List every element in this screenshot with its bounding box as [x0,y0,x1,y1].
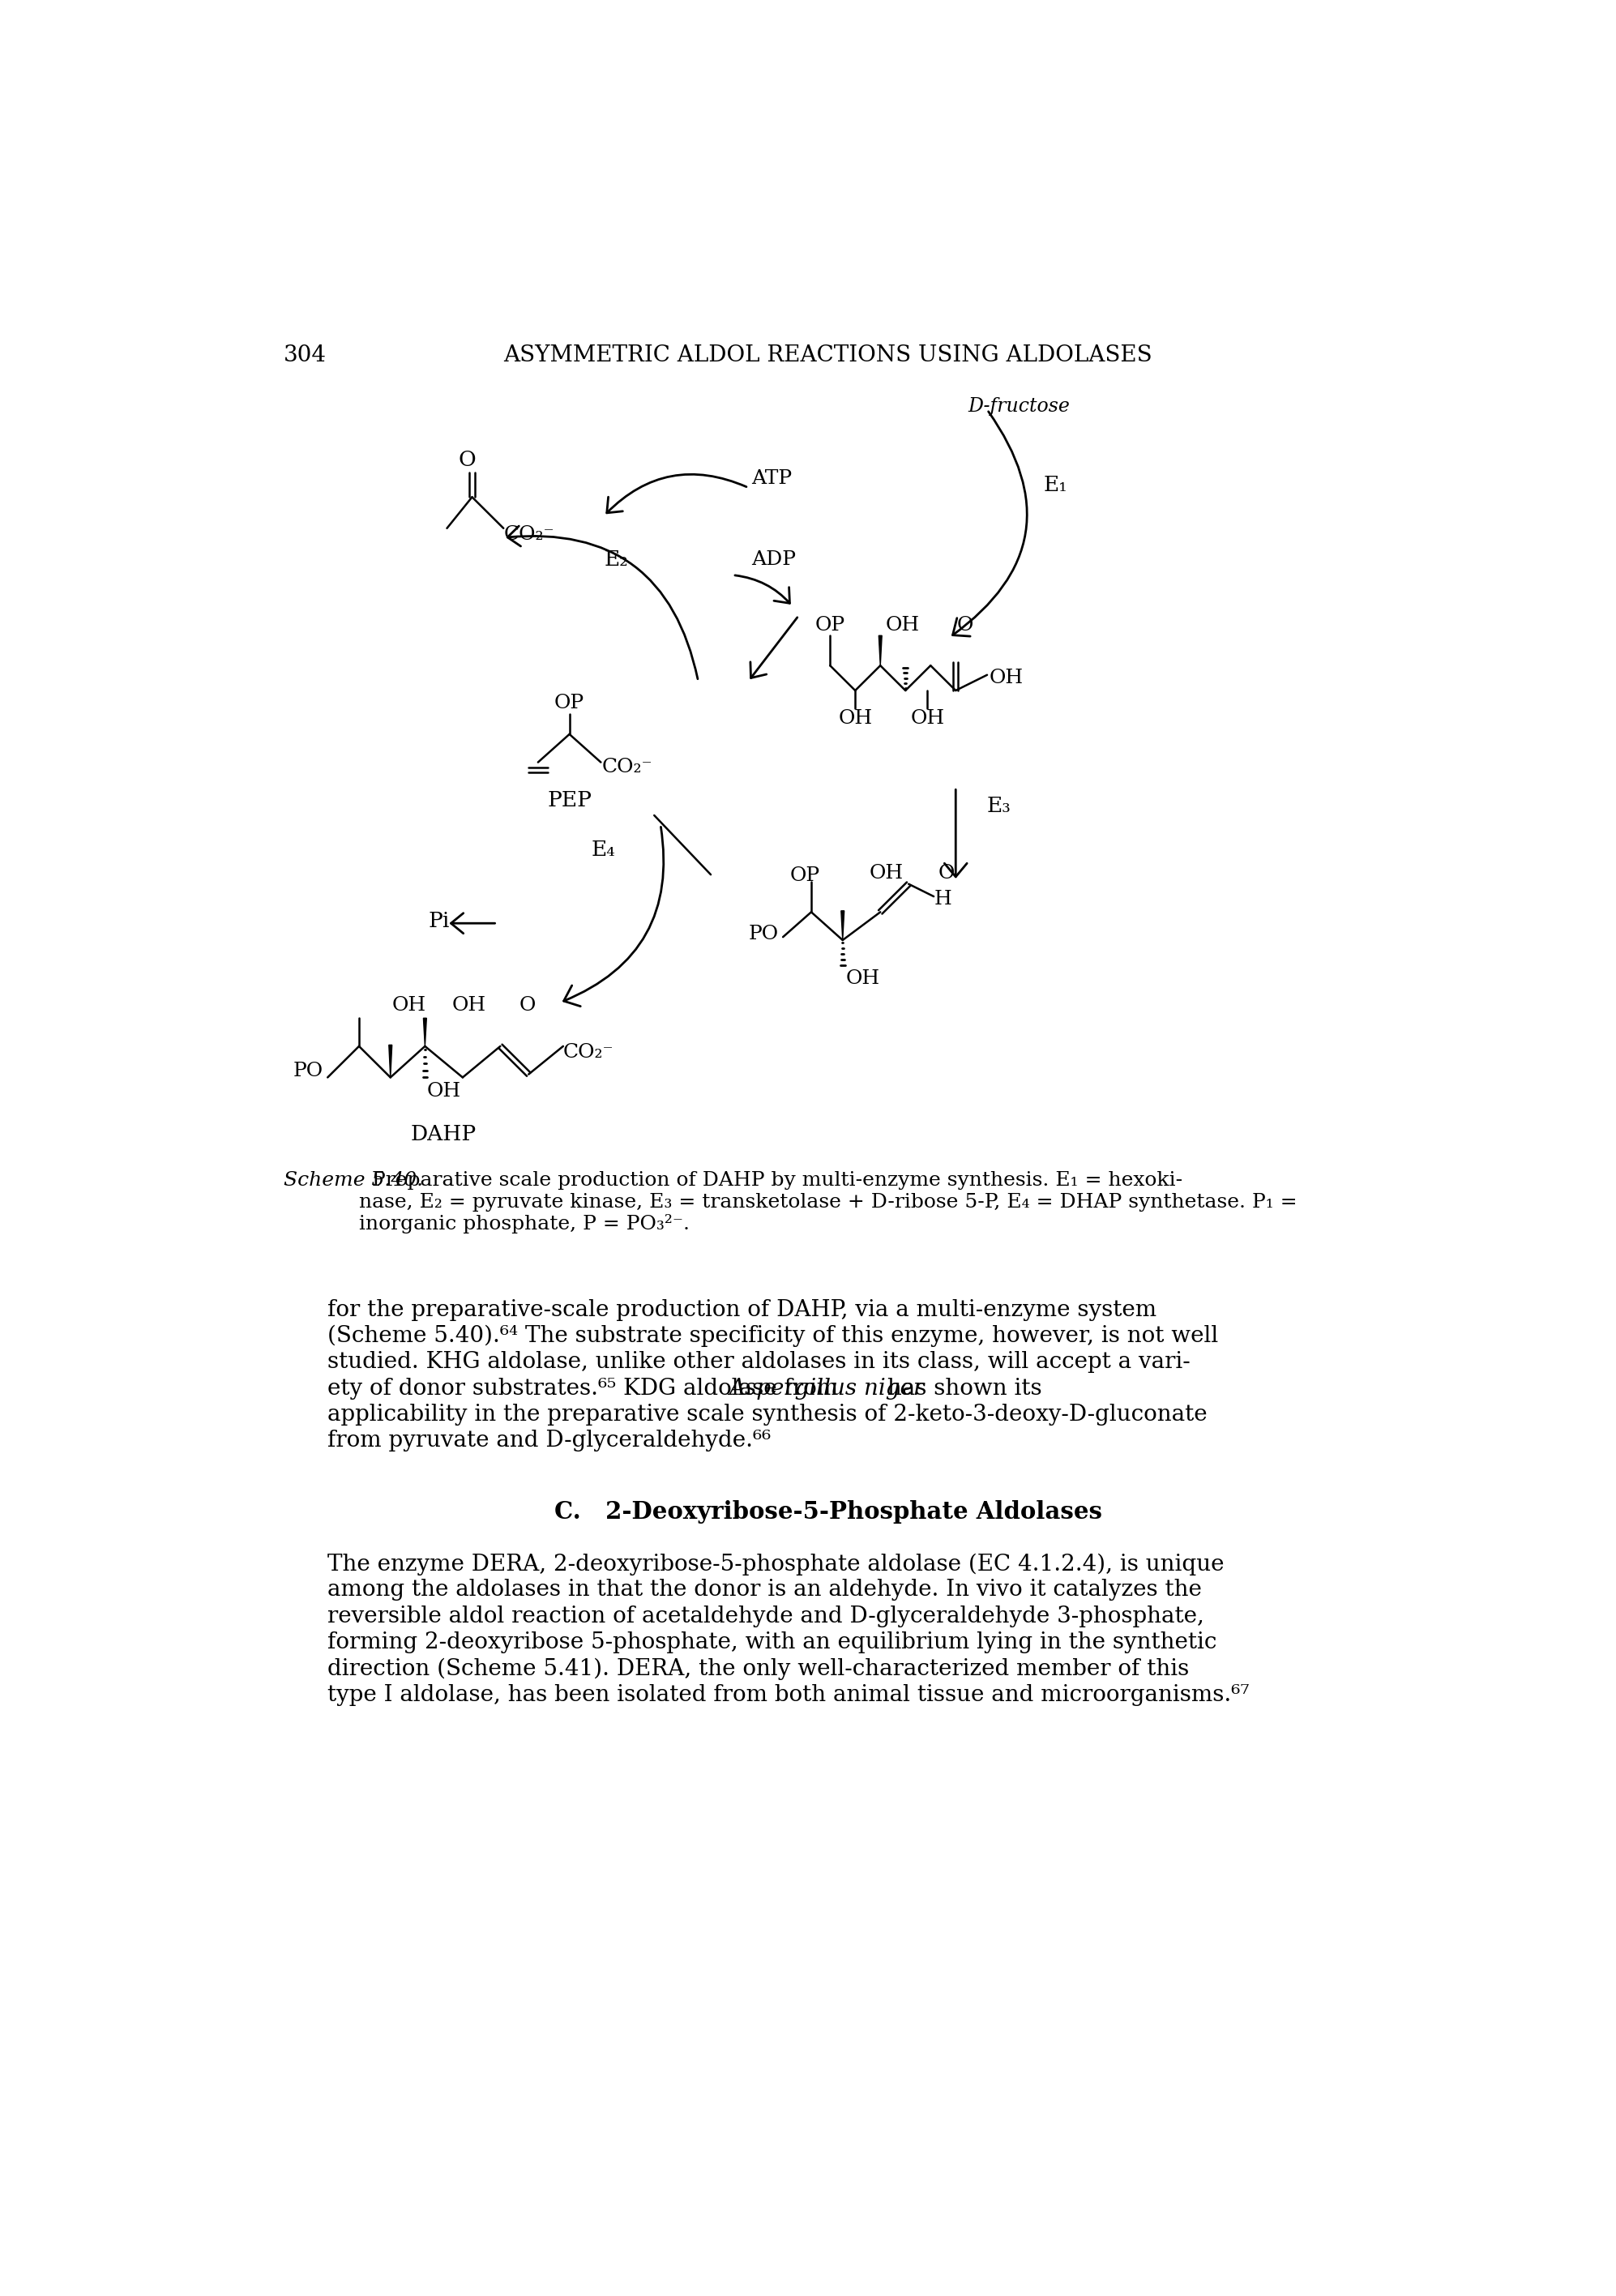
Text: OP: OP [814,615,845,634]
Text: OP: OP [790,866,819,886]
Text: OH: OH [886,615,920,634]
Text: PO: PO [748,925,779,944]
Text: E₁: E₁ [1044,475,1068,496]
Text: O: O [519,996,535,1015]
Text: PEP: PEP [548,790,591,810]
Text: studied. KHG aldolase, unlike other aldolases in its class, will accept a vari-: studied. KHG aldolase, unlike other aldo… [328,1352,1191,1373]
Text: CO₂⁻: CO₂⁻ [504,526,554,544]
Text: E₄: E₄ [591,840,616,859]
Polygon shape [389,1045,393,1077]
Text: E₃: E₃ [987,797,1012,815]
Text: O: O [937,863,955,882]
Text: ety of donor substrates.⁶⁵ KDG aldolase from: ety of donor substrates.⁶⁵ KDG aldolase … [328,1378,845,1401]
Text: from pyruvate and D-glyceraldehyde.⁶⁶: from pyruvate and D-glyceraldehyde.⁶⁶ [328,1430,771,1451]
Text: OH: OH [910,709,944,728]
Text: O: O [459,450,475,471]
Text: type I aldolase, has been isolated from both animal tissue and microorganisms.⁶⁷: type I aldolase, has been isolated from … [328,1683,1249,1706]
Text: OH: OH [839,709,873,728]
Text: Pi: Pi [428,912,449,932]
Text: CO₂⁻: CO₂⁻ [562,1042,614,1061]
Text: CO₂⁻: CO₂⁻ [603,758,653,776]
Text: OH: OH [452,996,486,1015]
Text: The enzyme DERA, 2-deoxyribose-5-phosphate aldolase (EC 4.1.2.4), is unique: The enzyme DERA, 2-deoxyribose-5-phospha… [328,1552,1225,1575]
Text: reversible aldol reaction of acetaldehyde and D-glyceraldehyde 3-phosphate,: reversible aldol reaction of acetaldehyd… [328,1605,1204,1628]
Text: for the preparative-scale production of DAHP, via a multi-enzyme system: for the preparative-scale production of … [328,1300,1157,1320]
Text: DAHP: DAHP [410,1125,477,1143]
Text: 304: 304 [284,344,326,365]
Polygon shape [840,912,844,939]
Text: H: H [934,891,952,909]
Text: O: O [957,615,973,634]
Text: OH: OH [845,969,881,987]
Text: (Scheme 5.40).⁶⁴ The substrate specificity of this enzyme, however, is not well: (Scheme 5.40).⁶⁴ The substrate specifici… [328,1325,1218,1348]
Text: Scheme 5.40.: Scheme 5.40. [284,1171,423,1189]
Text: E₂: E₂ [604,549,629,569]
Text: PO: PO [292,1061,323,1081]
Text: direction (Scheme 5.41). DERA, the only well-characterized member of this: direction (Scheme 5.41). DERA, the only … [328,1658,1189,1681]
Text: OH: OH [989,668,1023,687]
Text: Aspergillus niger: Aspergillus niger [729,1378,924,1401]
Text: forming 2-deoxyribose 5-phosphate, with an equilibrium lying in the synthetic: forming 2-deoxyribose 5-phosphate, with … [328,1632,1217,1653]
Text: has shown its: has shown its [881,1378,1042,1401]
Text: OH: OH [393,996,427,1015]
Text: among the aldolases in that the donor is an aldehyde. In vivo it catalyzes the: among the aldolases in that the donor is… [328,1580,1202,1600]
Text: ATP: ATP [751,468,792,487]
Text: OH: OH [427,1081,461,1100]
Text: D-fructose: D-fructose [968,397,1070,416]
Text: applicability in the preparative scale synthesis of 2-keto-3-deoxy-D-gluconate: applicability in the preparative scale s… [328,1403,1207,1426]
Text: OH: OH [869,863,903,882]
Text: ASYMMETRIC ALDOL REACTIONS USING ALDOLASES: ASYMMETRIC ALDOL REACTIONS USING ALDOLAS… [504,344,1152,365]
Text: C.   2-Deoxyribose-5-Phosphate Aldolases: C. 2-Deoxyribose-5-Phosphate Aldolases [554,1499,1102,1525]
Text: Preparative scale production of DAHP by multi-enzyme synthesis. E₁ = hexoki-
nas: Preparative scale production of DAHP by … [359,1171,1298,1233]
Text: ADP: ADP [751,551,797,569]
Polygon shape [423,1017,427,1047]
Polygon shape [879,636,882,666]
Text: OP: OP [554,693,585,712]
